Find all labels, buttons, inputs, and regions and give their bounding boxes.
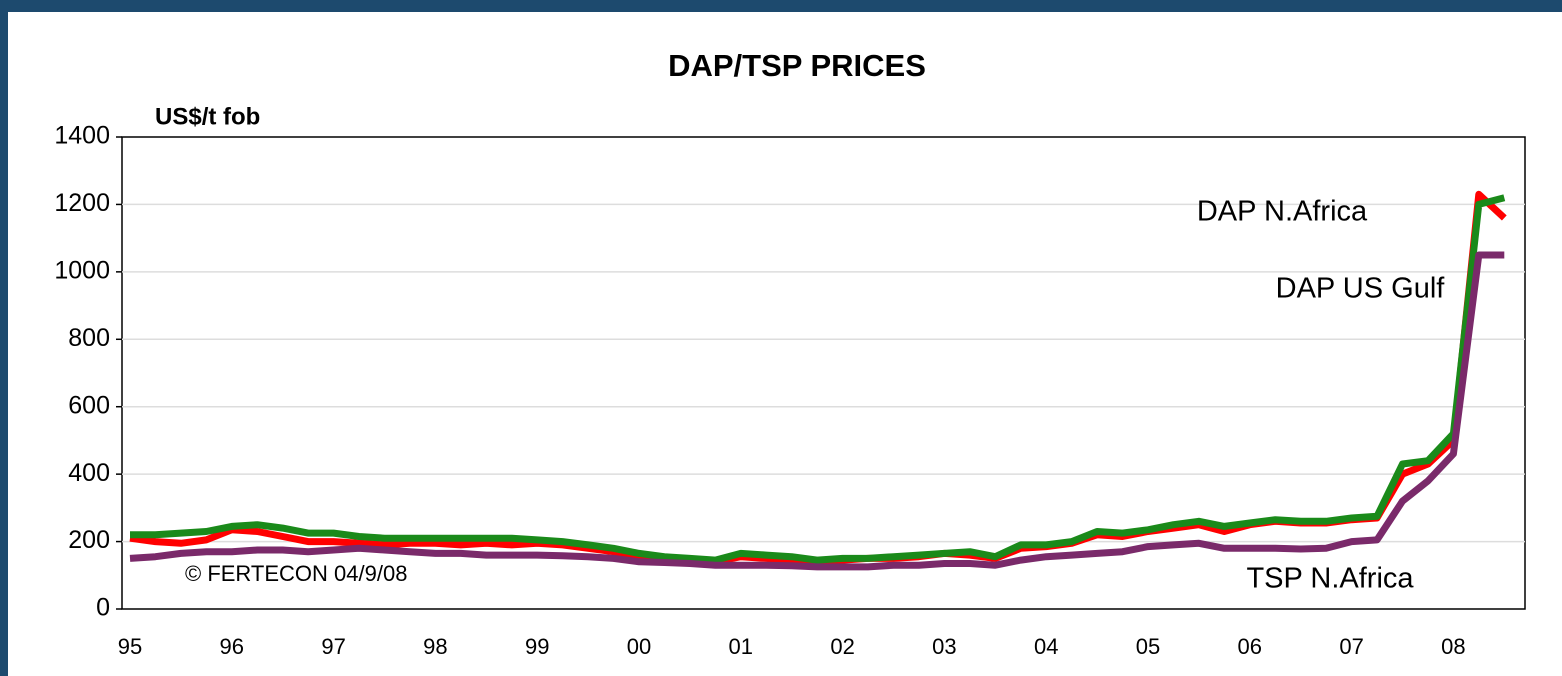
y-tick-label: 0: [96, 594, 110, 622]
series-label: TSP N.Africa: [1246, 563, 1414, 595]
series-label: DAP US Gulf: [1276, 273, 1446, 305]
y-tick-label: 1200: [54, 189, 110, 217]
y-tick-label: 400: [68, 459, 110, 487]
y-tick-label: 200: [68, 526, 110, 554]
x-tick-label: 96: [220, 634, 244, 659]
x-tick-label: 00: [627, 634, 651, 659]
y-axis-label: US$/t fob: [155, 103, 260, 130]
series-label: DAP N.Africa: [1197, 196, 1368, 228]
x-tick-label: 08: [1441, 634, 1465, 659]
y-tick-label: 800: [68, 324, 110, 352]
y-tick-label: 600: [68, 391, 110, 419]
chart-title: DAP/TSP PRICES: [668, 48, 926, 83]
y-tick-label: 1400: [54, 122, 110, 150]
series-line: [129, 251, 1505, 571]
x-tick-label: 99: [525, 634, 549, 659]
x-tick-label: 01: [729, 634, 753, 659]
x-tick-label: 98: [423, 634, 447, 659]
x-tick-label: 07: [1339, 634, 1363, 659]
series-line: [130, 194, 1506, 564]
x-tick-label: 04: [1034, 634, 1058, 659]
x-tick-label: 95: [118, 634, 142, 659]
x-tick-label: 02: [830, 634, 854, 659]
y-tick-label: 1000: [54, 256, 110, 284]
x-tick-label: 03: [932, 634, 956, 659]
annotation: © FERTECON 04/9/08: [185, 561, 407, 586]
x-tick-label: 06: [1238, 634, 1262, 659]
plot-frame: [121, 136, 1526, 610]
x-tick-label: 97: [321, 634, 345, 659]
x-tick-label: 05: [1136, 634, 1160, 659]
